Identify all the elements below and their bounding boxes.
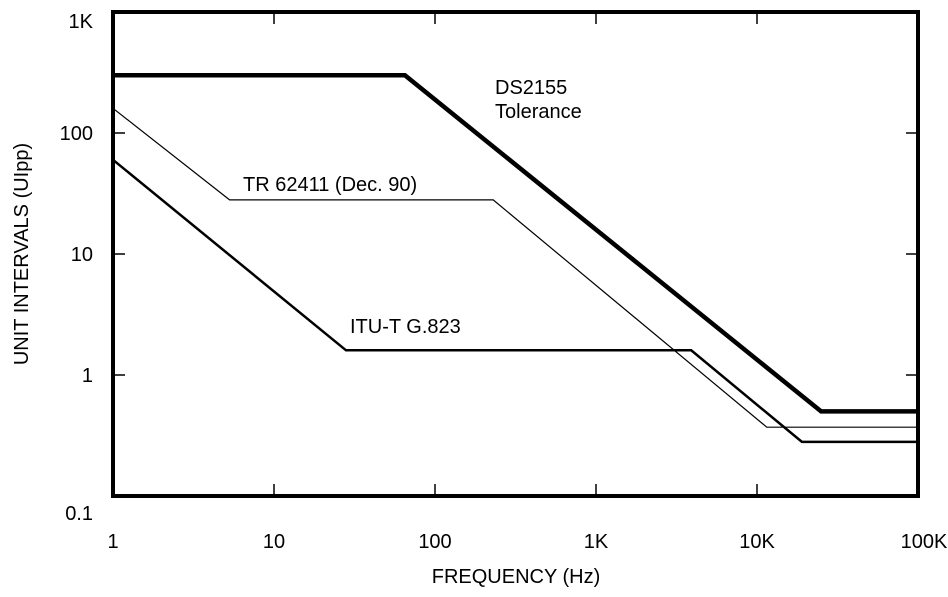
tick-labels: 1 10 100 1K 10K 100K 0.1 1 10 100 1K [60, 11, 948, 553]
annotation-ds2155-tolerance-line-0: DS2155 [495, 77, 567, 99]
x-tick-label-3: 1K [584, 531, 609, 553]
series-line-ds2155-tolerance [113, 73, 918, 414]
y-axis-title: UNIT INTERVALS (UIpp) [11, 143, 33, 365]
annotation-ds2155-tolerance-line-1: Tolerance [495, 101, 582, 123]
y-tick-label-3: 100 [60, 123, 93, 145]
x-tick-label-2: 100 [418, 531, 451, 553]
y-tick-label-2: 10 [71, 244, 93, 266]
series-lines [112, 73, 918, 444]
x-tick-label-5: 100K [901, 531, 948, 553]
annotation-tr-62411-line-0: TR 62411 (Dec. 90) [243, 174, 417, 196]
x-tick-label-1: 10 [263, 531, 285, 553]
x-tick-label-0: 1 [107, 531, 118, 553]
series-line-itu-t-g823 [112, 158, 918, 444]
x-tick-label-4: 10K [739, 531, 775, 553]
y-tick-label-1: 1 [82, 365, 93, 387]
annotation-itu-t-g823-line-0: ITU-T G.823 [350, 316, 461, 338]
x-axis-title: FREQUENCY (Hz) [432, 566, 601, 588]
y-tick-label-0: 0.1 [65, 503, 93, 525]
y-tick-label-4: 1K [69, 11, 94, 33]
series-line-tr-62411 [112, 107, 918, 428]
tick-marks [112, 11, 919, 497]
